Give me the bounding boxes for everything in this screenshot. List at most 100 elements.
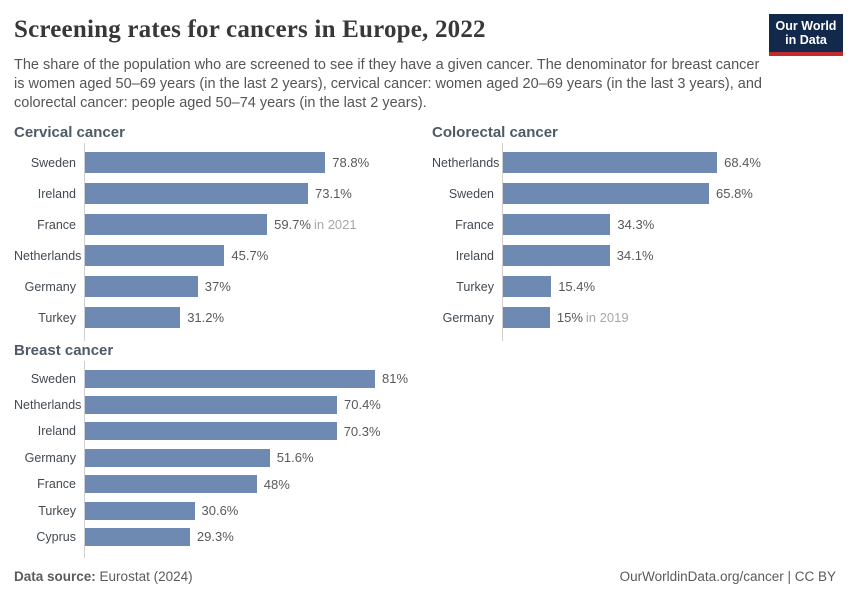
bar[interactable]: [85, 501, 195, 520]
value-label: 68.4%: [724, 155, 761, 171]
country-label: Germany: [24, 450, 76, 465]
bar-row: France 59.7% in 2021: [14, 209, 418, 240]
bar-row: Sweden 65.8%: [432, 178, 836, 209]
bar[interactable]: [85, 527, 190, 546]
bar-row: Germany 15% in 2019: [432, 302, 836, 333]
value-note: in 2021: [313, 217, 357, 233]
value-label: 51.6%: [276, 450, 314, 466]
bar[interactable]: [85, 152, 326, 174]
data-source-label: Data source:: [14, 569, 96, 584]
bar[interactable]: [85, 214, 268, 236]
value-label: 70.4%: [344, 397, 381, 413]
country-label: Germany: [442, 310, 494, 325]
owid-logo-line2: in Data: [785, 33, 827, 48]
country-label: Netherlands: [14, 248, 82, 263]
value-label: 70.3%: [343, 423, 381, 439]
value-label: 65.8%: [716, 186, 753, 202]
panel-colorectal-cancer: Colorectal cancer Netherlands 68.4% Sweden…: [432, 124, 836, 342]
bar[interactable]: [85, 475, 257, 494]
bar-row: Sweden 81%: [14, 365, 418, 391]
y-axis-line: [84, 361, 85, 559]
country-label: Ireland: [37, 186, 76, 201]
value-note: in 2019: [585, 310, 629, 326]
bar[interactable]: [85, 276, 198, 298]
chart-subtitle: The share of the population who are scre…: [14, 57, 762, 112]
bar[interactable]: [85, 369, 375, 388]
value-label: 81%: [382, 371, 409, 387]
country-label: France: [37, 477, 76, 492]
bar[interactable]: [85, 307, 181, 329]
country-label: Germany: [24, 279, 76, 294]
country-label: France: [455, 217, 494, 232]
value-label: 15%: [556, 310, 583, 326]
bar[interactable]: [503, 276, 552, 298]
footer: Data source: Eurostat (2024) OurWorldinD…: [14, 569, 836, 584]
country-label: Netherlands: [14, 397, 82, 412]
bar[interactable]: [503, 152, 718, 174]
country-label: Sweden: [30, 371, 76, 386]
bar-row: France 34.3%: [432, 209, 836, 240]
country-label: France: [37, 217, 76, 232]
panel-title-cervical: Cervical cancer: [14, 124, 125, 142]
country-label: Sweden: [448, 186, 494, 201]
bar-row: Turkey 31.2%: [14, 302, 418, 333]
y-axis-line: [502, 143, 503, 342]
value-label: 59.7%: [274, 217, 311, 233]
country-label: Netherlands: [432, 155, 500, 170]
value-label: 34.3%: [617, 217, 655, 233]
bar-rows-colorectal: Netherlands 68.4% Sweden 65.8% France 34.3% Ir…: [432, 143, 836, 342]
data-source-value: Eurostat (2024): [99, 569, 193, 584]
data-source: Data source: Eurostat (2024): [14, 569, 193, 584]
page-title: Screening rates for cancers in Europe, 2…: [14, 16, 486, 43]
footer-attribution: OurWorldinData.org/cancer | CC BY: [619, 569, 836, 584]
y-axis-line: [84, 143, 85, 342]
panel-breast-cancer: Breast cancer Sweden 81% Netherlands 70.4% I…: [14, 342, 418, 559]
country-label: Ireland: [37, 424, 76, 439]
bar-row: Netherlands 70.4%: [14, 392, 418, 418]
bar[interactable]: [85, 245, 225, 267]
bar-rows-breast: Sweden 81% Netherlands 70.4% Ireland 70.3% Ger…: [14, 361, 418, 559]
country-label: Ireland: [455, 248, 494, 263]
country-label: Cyprus: [36, 529, 76, 544]
panel-title-breast: Breast cancer: [14, 342, 114, 360]
bar-row: Netherlands 45.7%: [14, 240, 418, 271]
value-label: 30.6%: [201, 503, 239, 519]
value-label: 29.3%: [196, 529, 234, 545]
bar[interactable]: [85, 395, 337, 414]
value-label: 73.1%: [315, 186, 352, 202]
country-label: Turkey: [38, 503, 76, 518]
bar-row: Turkey 15.4%: [432, 271, 836, 302]
bar[interactable]: [503, 214, 611, 236]
owid-logo: Our World in Data: [769, 14, 843, 56]
bar-row: France 48%: [14, 471, 418, 497]
bar-row: Cyprus 29.3%: [14, 524, 418, 550]
bar-row: Ireland 34.1%: [432, 240, 836, 271]
country-label: Turkey: [38, 310, 76, 325]
bar[interactable]: [85, 422, 337, 441]
value-label: 37%: [204, 279, 231, 295]
country-label: Sweden: [30, 155, 76, 170]
bar-row: Netherlands 68.4%: [432, 147, 836, 178]
charts-grid: Cervical cancer Sweden 78.8% Ireland 73.1% F…: [14, 124, 836, 559]
bar-row: Germany 51.6%: [14, 445, 418, 471]
bar[interactable]: [503, 245, 610, 267]
value-label: 45.7%: [231, 248, 269, 264]
bar[interactable]: [503, 183, 709, 205]
value-label: 48%: [263, 476, 290, 492]
bar[interactable]: [503, 307, 550, 329]
bar-rows-cervical: Sweden 78.8% Ireland 73.1% France 59.7% in 202…: [14, 143, 418, 342]
bar[interactable]: [85, 448, 270, 467]
chart-header: Screening rates for cancers in Europe, 2…: [14, 14, 843, 113]
value-label: 34.1%: [616, 248, 654, 264]
bar-row: Ireland 70.3%: [14, 418, 418, 444]
bar-row: Ireland 73.1%: [14, 178, 418, 209]
value-label: 15.4%: [558, 279, 596, 295]
bar[interactable]: [85, 183, 308, 205]
country-label: Turkey: [456, 279, 494, 294]
panel-cervical-cancer: Cervical cancer Sweden 78.8% Ireland 73.1% F…: [14, 124, 418, 342]
panel-title-colorectal: Colorectal cancer: [432, 124, 558, 142]
bar-row: Turkey 30.6%: [14, 497, 418, 523]
owid-logo-line1: Our World: [775, 19, 837, 33]
value-label: 31.2%: [187, 310, 225, 326]
